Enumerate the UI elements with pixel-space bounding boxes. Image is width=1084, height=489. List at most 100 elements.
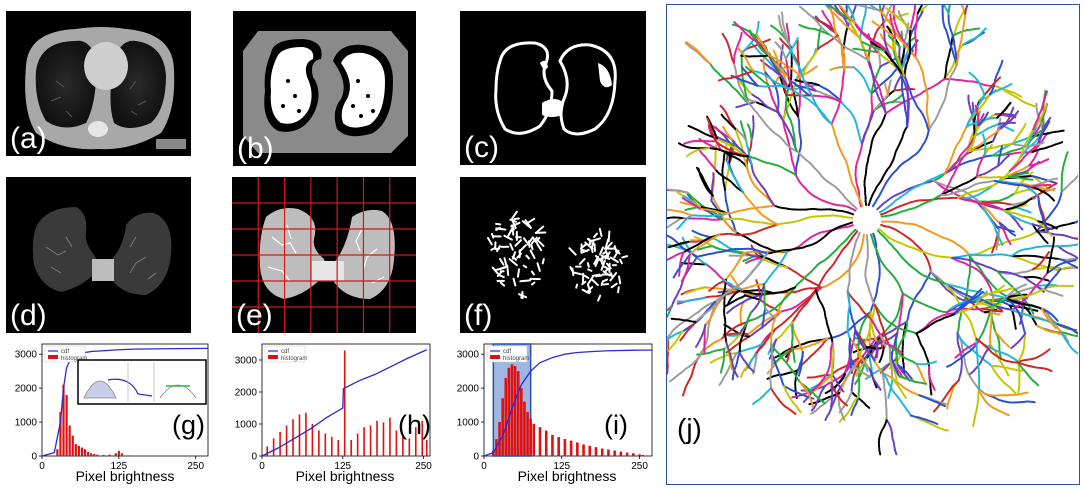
airway-branch xyxy=(830,382,834,408)
airway-branch xyxy=(883,292,904,334)
airway-branch xyxy=(874,340,879,359)
vessel-segment xyxy=(569,265,573,272)
histogram-bar xyxy=(108,454,111,456)
vessel-segment xyxy=(602,283,610,286)
airway-branch xyxy=(884,82,889,97)
histogram-bar xyxy=(350,440,352,456)
vessel-segment xyxy=(591,273,601,277)
segmentation-image xyxy=(243,31,408,153)
vessel-segment xyxy=(613,249,620,259)
airway-branch xyxy=(906,270,932,323)
airway-branch xyxy=(880,5,886,14)
vessel-segment xyxy=(600,259,606,271)
airway-branch xyxy=(914,12,919,59)
panel-a-ct-slice: (a) xyxy=(6,11,191,156)
airway-branch xyxy=(979,201,996,228)
vessel-segment xyxy=(508,258,518,267)
airway-branch xyxy=(955,12,967,66)
airway-branch xyxy=(954,300,986,315)
histogram-bar xyxy=(408,438,411,456)
vessel-segment xyxy=(588,239,592,246)
airway-branch xyxy=(994,331,1010,348)
vessel-segment xyxy=(526,217,536,224)
airway-branch xyxy=(994,113,1017,119)
histogram-bar xyxy=(363,427,365,456)
x-tick-label: 250 xyxy=(187,461,204,472)
airway-branch xyxy=(752,352,758,375)
airway-branch xyxy=(814,289,834,345)
airway-branch xyxy=(797,23,830,36)
airway-branch xyxy=(677,141,710,150)
histogram-bar xyxy=(641,454,644,456)
vessel-segment xyxy=(541,258,545,265)
airway-branch xyxy=(863,112,887,206)
airway-branch xyxy=(724,252,745,281)
histogram-bar xyxy=(318,430,320,456)
airway-branch xyxy=(774,41,787,60)
inset-peak-1 xyxy=(83,380,117,399)
airway-branch xyxy=(670,317,697,323)
airway-branch xyxy=(900,74,909,128)
airway-branch xyxy=(714,237,745,255)
airway-branch xyxy=(678,251,685,277)
airway-branch xyxy=(679,320,697,342)
airway-branch xyxy=(853,22,891,56)
airway-branch xyxy=(945,307,984,314)
airway-branch xyxy=(998,221,1012,246)
chart-panel-label: (i) xyxy=(604,410,628,440)
airway-branch xyxy=(916,5,923,15)
airway-branch xyxy=(667,234,699,258)
airway-branch xyxy=(708,278,727,292)
panel-d-lung-region: (d) xyxy=(6,177,191,333)
vessel-segment xyxy=(516,268,521,278)
airway-branch xyxy=(794,228,857,289)
airway-branch xyxy=(763,250,789,286)
airway-branch xyxy=(929,270,973,303)
histogram-bar xyxy=(544,430,548,456)
vessel-segment xyxy=(578,257,586,265)
airway-branch xyxy=(776,214,854,226)
airway-branch xyxy=(743,311,752,329)
airway-branch xyxy=(994,179,1040,198)
airway-branch xyxy=(1017,360,1040,387)
airway-branch xyxy=(881,371,888,422)
airway-branch xyxy=(983,392,1036,404)
vessel-segment xyxy=(590,237,601,242)
airway-branch xyxy=(982,133,987,156)
histogram-bar xyxy=(402,435,404,456)
airway-branch xyxy=(933,379,960,413)
inset-diagram xyxy=(77,359,207,405)
airway-branch xyxy=(750,42,781,74)
airway-branch xyxy=(708,147,749,158)
airway-branch xyxy=(808,94,842,103)
histogram-bar xyxy=(529,418,532,456)
vessel-segment xyxy=(585,286,594,294)
panel-label: (j) xyxy=(677,413,702,444)
airway-branch xyxy=(745,139,753,165)
histogram-bar xyxy=(102,454,105,456)
histogram-bar xyxy=(114,453,117,456)
vessel-segment xyxy=(491,266,500,276)
airway-branch xyxy=(782,385,815,400)
airway-branch xyxy=(954,288,983,315)
airway-branch xyxy=(861,41,886,52)
airway-branch xyxy=(909,5,917,30)
airway-branch xyxy=(1041,307,1057,330)
airway-branch xyxy=(725,335,751,354)
vessel-segment xyxy=(530,243,534,251)
lung-mask-image xyxy=(494,41,617,136)
airway-branch xyxy=(964,5,969,15)
airway-branch xyxy=(857,304,876,360)
airway-branch xyxy=(1074,219,1079,224)
airway-branch xyxy=(667,305,673,312)
x-axis-label: Pixel brightness xyxy=(75,468,175,484)
airway-branch xyxy=(1046,258,1078,274)
airway-branch xyxy=(770,343,802,384)
histogram-bar xyxy=(588,445,592,456)
histogram-bar xyxy=(563,439,567,456)
airway-branch xyxy=(690,212,729,218)
airway-branch xyxy=(888,345,894,380)
airway-branch xyxy=(867,59,887,115)
histogram-bar xyxy=(551,434,554,456)
histogram-bar xyxy=(369,425,372,456)
